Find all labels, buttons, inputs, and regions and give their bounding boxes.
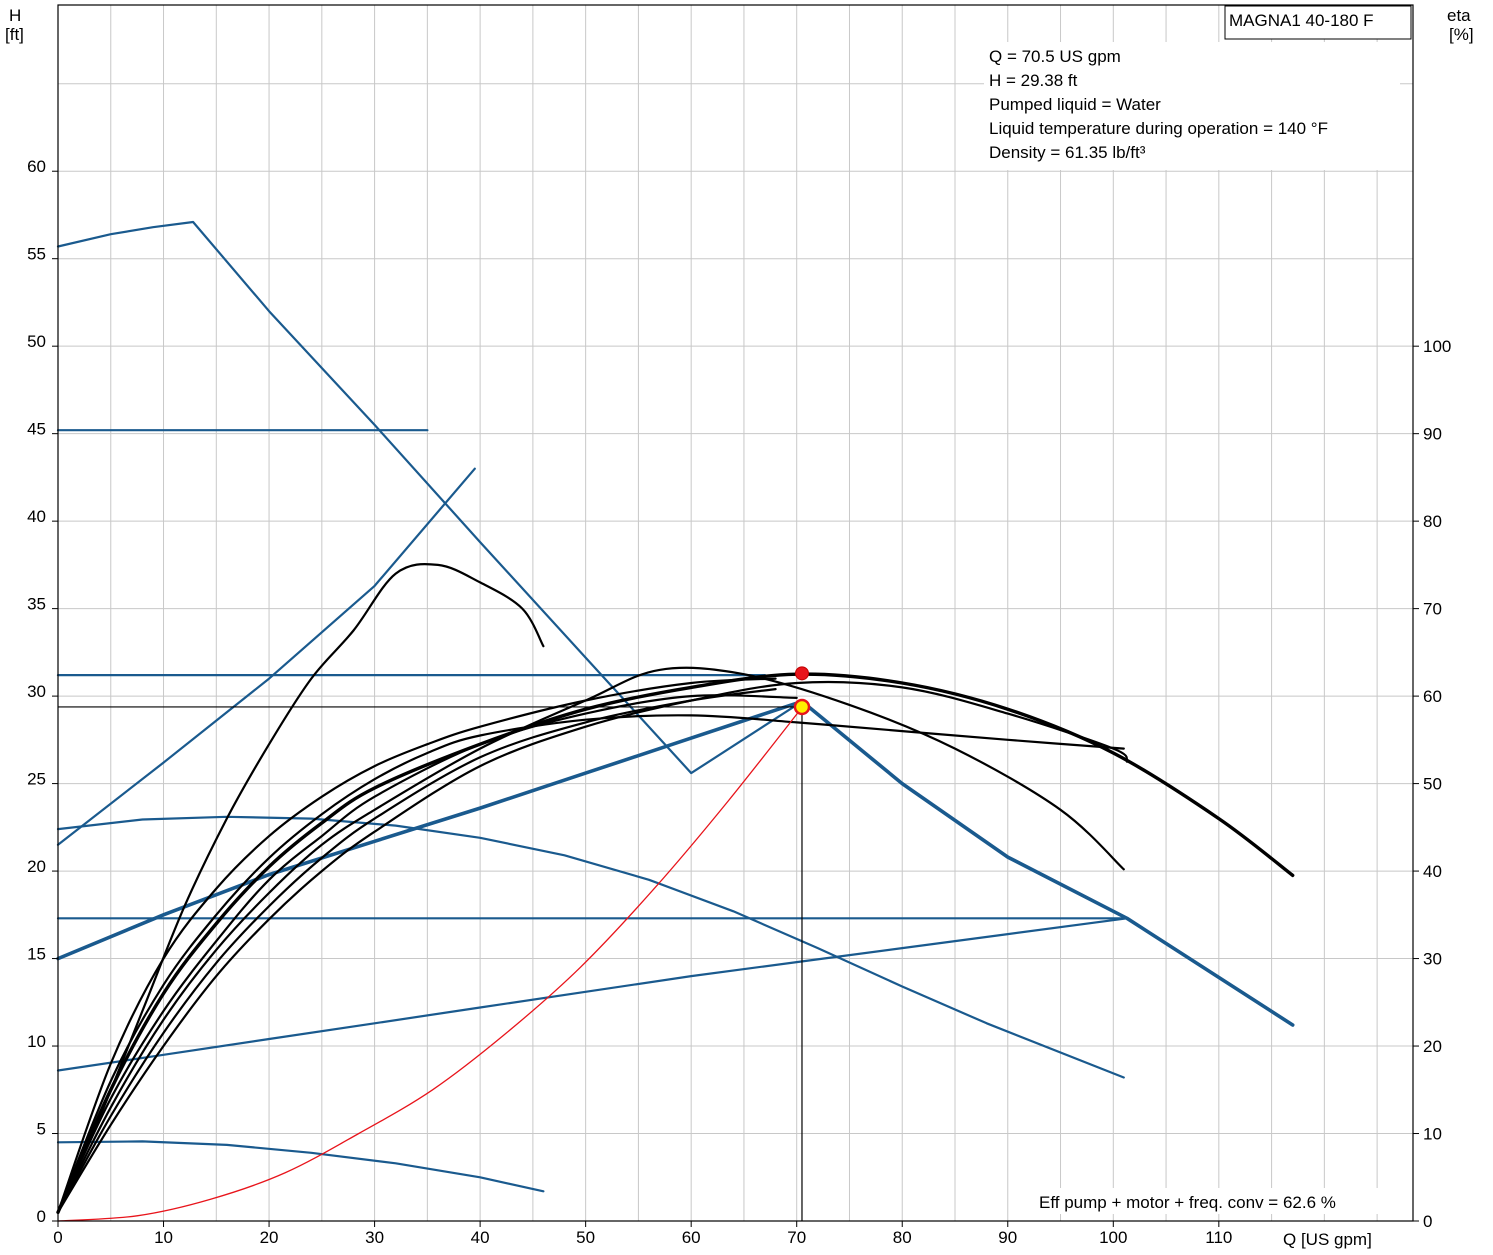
y-left-tick-label: 30 <box>27 682 46 701</box>
efficiency-note: Eff pump + motor + freq. conv = 62.6 % <box>1039 1193 1336 1212</box>
y-axis-right-unit: [%] <box>1449 25 1474 44</box>
max-head-marker <box>794 666 809 681</box>
head-curve <box>800 699 1295 1027</box>
pump-model-label: MAGNA1 40-180 F <box>1229 11 1374 30</box>
y-left-tick-label: 60 <box>27 157 46 176</box>
axes: 0 10 20 30 40 50 60 70 80 90 100 110051015202530354… <box>27 157 1451 1247</box>
info-line: Density = 61.35 lb/ft³ <box>989 143 1146 162</box>
y-right-tick-label: 30 <box>1423 950 1442 969</box>
head-curve <box>56 917 1129 1072</box>
x-tick-label: 20 <box>260 1228 279 1247</box>
y-right-tick-label: 100 <box>1423 337 1451 356</box>
x-tick-label: 0 <box>53 1228 62 1247</box>
x-tick-label: 80 <box>893 1228 912 1247</box>
y-axis-left-unit: [ft] <box>5 25 24 44</box>
x-tick-label: 30 <box>365 1228 384 1247</box>
x-tick-label: 100 <box>1099 1228 1127 1247</box>
info-line: Liquid temperature during operation = 14… <box>989 119 1328 138</box>
info-line: Q = 70.5 US gpm <box>989 47 1121 66</box>
y-right-tick-label: 0 <box>1423 1212 1432 1231</box>
duty-point-marker <box>793 698 811 716</box>
y-axis-left-label: H <box>9 6 21 25</box>
info-line: H = 29.38 ft <box>989 71 1078 90</box>
y-right-tick-label: 10 <box>1423 1125 1442 1144</box>
efficiency-curve <box>56 562 545 1214</box>
pump-model-box <box>1224 5 1412 40</box>
efficiency-curve <box>56 688 777 1214</box>
x-tick-label: 110 <box>1205 1228 1232 1247</box>
x-tick-label: 10 <box>154 1228 173 1247</box>
y-left-tick-label: 5 <box>37 1120 46 1139</box>
x-tick-label: 40 <box>471 1228 490 1247</box>
y-right-tick-label: 60 <box>1423 687 1442 706</box>
efficiency-curve <box>56 680 1129 1214</box>
efficiency-note-background <box>1036 1188 1392 1214</box>
curve-layer <box>56 220 1295 1222</box>
y-right-tick-label: 70 <box>1423 600 1442 619</box>
y-left-tick-label: 45 <box>27 420 46 439</box>
x-tick-label: 60 <box>682 1228 701 1247</box>
x-tick-label: 50 <box>576 1228 595 1247</box>
y-right-tick-label: 40 <box>1423 862 1442 881</box>
y-left-tick-label: 40 <box>27 507 46 526</box>
y-left-tick-label: 50 <box>27 332 46 351</box>
marker-layer <box>58 666 811 1221</box>
y-right-tick-label: 50 <box>1423 775 1442 794</box>
head-curve <box>56 467 476 846</box>
info-panel-background <box>984 42 1400 170</box>
x-tick-label: 70 <box>787 1228 806 1247</box>
info-panel: Q = 70.5 US gpm H = 29.38 ft Pumped liquid… <box>989 47 1328 162</box>
y-left-tick-label: 10 <box>27 1032 46 1051</box>
y-right-tick-label: 80 <box>1423 512 1442 531</box>
y-left-tick-label: 35 <box>27 595 46 614</box>
grid <box>58 5 1413 1221</box>
y-right-tick-label: 20 <box>1423 1037 1442 1056</box>
y-axis-right-label: eta <box>1447 6 1471 25</box>
plot-frame <box>57 4 1414 1222</box>
head-curve <box>56 699 804 961</box>
y-left-tick-label: 20 <box>27 857 46 876</box>
x-axis-label: Q [US gpm] <box>1283 1230 1372 1249</box>
y-right-tick-label: 90 <box>1423 425 1442 444</box>
efficiency-curve <box>56 666 1125 1214</box>
efficiency-curve <box>56 677 777 1214</box>
y-left-tick-label: 25 <box>27 770 46 789</box>
power-curve <box>57 706 803 1222</box>
efficiency-curve <box>56 694 798 1214</box>
x-tick-label: 90 <box>998 1228 1017 1247</box>
info-line: Pumped liquid = Water <box>989 95 1161 114</box>
y-left-tick-label: 0 <box>37 1207 46 1226</box>
y-left-tick-label: 55 <box>27 245 46 264</box>
head-curve <box>56 1140 545 1193</box>
efficiency-curve <box>56 714 1125 1214</box>
y-left-tick-label: 15 <box>27 945 46 964</box>
